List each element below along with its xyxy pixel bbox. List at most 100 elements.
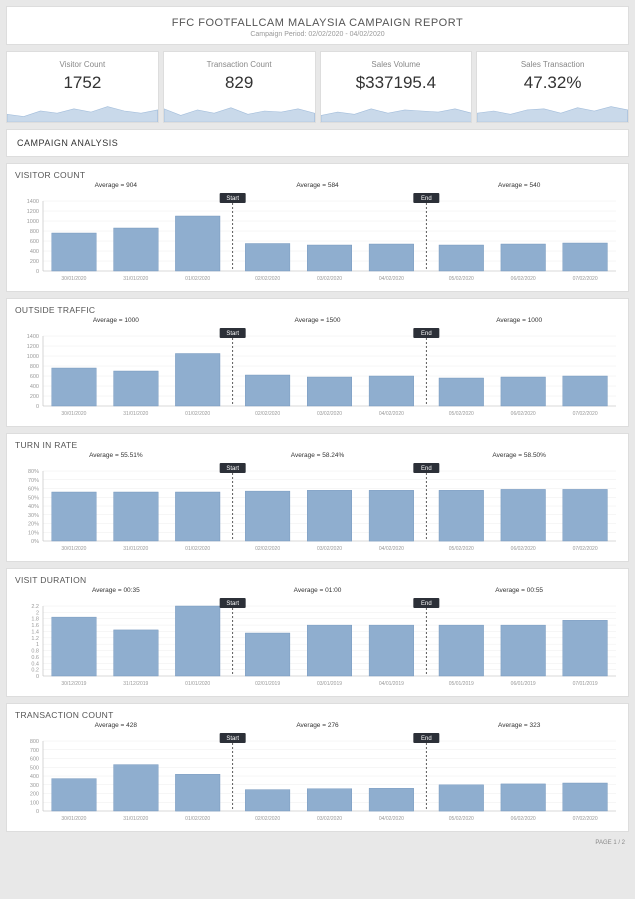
svg-text:Start: Start: [226, 601, 239, 607]
svg-text:30/01/2020: 30/01/2020: [61, 546, 86, 552]
report-header: FFC FOOTFALLCAM MALAYSIA CAMPAIGN REPORT…: [6, 6, 629, 45]
svg-text:1.6: 1.6: [31, 623, 39, 629]
svg-text:04/02/2020: 04/02/2020: [379, 411, 404, 417]
svg-text:600: 600: [30, 374, 39, 380]
svg-text:0: 0: [36, 809, 39, 815]
svg-text:400: 400: [30, 384, 39, 390]
svg-text:1.2: 1.2: [31, 636, 39, 642]
svg-text:05/02/2020: 05/02/2020: [449, 411, 474, 417]
avg-during: Average = 58.24%: [217, 452, 419, 459]
svg-text:06/01/2019: 06/01/2019: [511, 681, 536, 687]
svg-text:04/02/2020: 04/02/2020: [379, 816, 404, 822]
avg-post: Average = 540: [418, 182, 620, 189]
svg-text:30/01/2020: 30/01/2020: [61, 276, 86, 282]
svg-text:05/02/2020: 05/02/2020: [449, 276, 474, 282]
svg-text:2: 2: [36, 610, 39, 616]
svg-text:31/12/2019: 31/12/2019: [123, 681, 148, 687]
svg-text:End: End: [421, 331, 432, 337]
report-subtitle: Campaign Period: 02/02/2020 - 04/02/2020: [7, 31, 628, 38]
svg-text:02/02/2020: 02/02/2020: [255, 276, 280, 282]
svg-text:01/01/2020: 01/01/2020: [185, 681, 210, 687]
svg-text:07/02/2020: 07/02/2020: [573, 276, 598, 282]
svg-text:03/02/2020: 03/02/2020: [317, 816, 342, 822]
avg-post: Average = 58.50%: [418, 452, 620, 459]
svg-text:Start: Start: [226, 736, 239, 742]
svg-text:1.4: 1.4: [31, 629, 39, 635]
svg-text:04/02/2020: 04/02/2020: [379, 546, 404, 552]
svg-text:50%: 50%: [28, 495, 39, 501]
bar-chart: 010020030040050060070080030/01/202031/01…: [15, 731, 620, 827]
svg-text:400: 400: [30, 249, 39, 255]
svg-text:07/02/2020: 07/02/2020: [573, 546, 598, 552]
svg-text:02/02/2020: 02/02/2020: [255, 816, 280, 822]
report-title: FFC FOOTFALLCAM MALAYSIA CAMPAIGN REPORT: [7, 17, 628, 29]
svg-text:06/02/2020: 06/02/2020: [511, 411, 536, 417]
svg-text:0.4: 0.4: [31, 661, 39, 667]
avg-pre: Average = 00:35: [15, 587, 217, 594]
avg-during: Average = 1500: [217, 317, 419, 324]
avg-post: Average = 00:55: [418, 587, 620, 594]
svg-text:10%: 10%: [28, 530, 39, 536]
section-label: CAMPAIGN ANALYSIS: [6, 129, 629, 157]
svg-text:1: 1: [36, 642, 39, 648]
avg-during: Average = 276: [217, 722, 419, 729]
kpi-value: $337195.4: [321, 73, 472, 93]
svg-text:03/02/2020: 03/02/2020: [317, 411, 342, 417]
svg-text:30/12/2019: 30/12/2019: [61, 681, 86, 687]
kpi-card: Sales Volume $337195.4: [320, 51, 473, 123]
svg-text:800: 800: [30, 364, 39, 370]
svg-text:30/01/2020: 30/01/2020: [61, 411, 86, 417]
kpi-value: 1752: [7, 73, 158, 93]
kpi-sparkline: [321, 100, 472, 122]
svg-text:30%: 30%: [28, 513, 39, 519]
svg-text:Start: Start: [226, 466, 239, 472]
svg-text:07/02/2020: 07/02/2020: [573, 816, 598, 822]
svg-text:03/02/2020: 03/02/2020: [317, 546, 342, 552]
svg-text:06/02/2020: 06/02/2020: [511, 816, 536, 822]
svg-text:02/02/2020: 02/02/2020: [255, 411, 280, 417]
page-footer: PAGE 1 / 2: [0, 838, 635, 852]
svg-text:1200: 1200: [27, 344, 39, 350]
svg-text:04/02/2020: 04/02/2020: [379, 276, 404, 282]
svg-text:600: 600: [30, 239, 39, 245]
svg-text:0: 0: [36, 674, 39, 680]
svg-text:700: 700: [30, 748, 39, 754]
svg-text:01/02/2020: 01/02/2020: [185, 411, 210, 417]
chart-title: OUTSIDE TRAFFIC: [15, 305, 620, 315]
svg-text:40%: 40%: [28, 504, 39, 510]
svg-text:30/01/2020: 30/01/2020: [61, 816, 86, 822]
chart-averages: Average = 00:35 Average = 01:00 Average …: [15, 587, 620, 594]
kpi-value: 829: [164, 73, 315, 93]
bar-chart: 020040060080010001200140030/01/202031/01…: [15, 191, 620, 287]
svg-text:01/02/2020: 01/02/2020: [185, 276, 210, 282]
svg-text:20%: 20%: [28, 522, 39, 528]
svg-text:200: 200: [30, 259, 39, 265]
svg-text:07/01/2019: 07/01/2019: [573, 681, 598, 687]
svg-text:05/01/2019: 05/01/2019: [449, 681, 474, 687]
svg-text:0: 0: [36, 404, 39, 410]
chart-panel: VISITOR COUNT Average = 904 Average = 58…: [6, 163, 629, 292]
kpi-label: Sales Volume: [321, 60, 472, 69]
svg-text:1200: 1200: [27, 209, 39, 215]
svg-text:05/02/2020: 05/02/2020: [449, 816, 474, 822]
kpi-value: 47.32%: [477, 73, 628, 93]
svg-text:60%: 60%: [28, 487, 39, 493]
svg-text:01/02/2020: 01/02/2020: [185, 546, 210, 552]
svg-text:05/02/2020: 05/02/2020: [449, 546, 474, 552]
bar-chart: 0%10%20%30%40%50%60%70%80%30/01/202031/0…: [15, 461, 620, 557]
svg-text:06/02/2020: 06/02/2020: [511, 546, 536, 552]
chart-panel: TRANSACTION COUNT Average = 428 Average …: [6, 703, 629, 832]
svg-text:04/01/2019: 04/01/2019: [379, 681, 404, 687]
svg-text:07/02/2020: 07/02/2020: [573, 411, 598, 417]
svg-text:End: End: [421, 601, 432, 607]
svg-text:1000: 1000: [27, 354, 39, 360]
chart-title: TURN IN RATE: [15, 440, 620, 450]
svg-text:200: 200: [30, 792, 39, 798]
svg-text:600: 600: [30, 757, 39, 763]
svg-text:0.8: 0.8: [31, 649, 39, 655]
svg-text:03/02/2020: 03/02/2020: [317, 276, 342, 282]
svg-text:0.2: 0.2: [31, 668, 39, 674]
svg-text:0: 0: [36, 269, 39, 275]
chart-title: TRANSACTION COUNT: [15, 710, 620, 720]
avg-pre: Average = 904: [15, 182, 217, 189]
